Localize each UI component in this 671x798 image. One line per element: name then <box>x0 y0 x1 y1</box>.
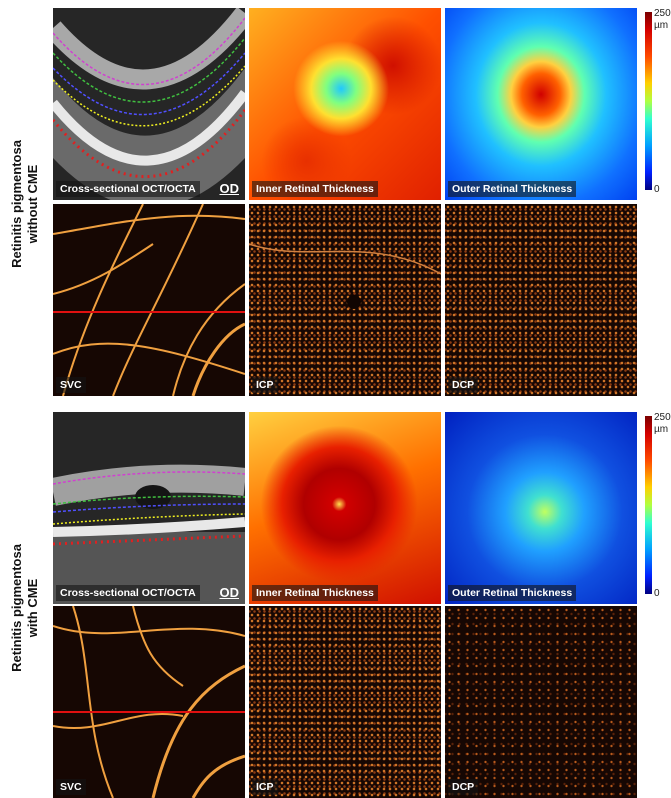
colorbar-max: 250 <box>654 8 671 19</box>
svc-image <box>53 204 245 396</box>
colorbar <box>645 12 652 190</box>
oct-image <box>53 8 245 200</box>
inner-thickness-map: Inner Retinal Thickness <box>249 8 441 200</box>
icp-panel: ICP <box>249 204 441 396</box>
eye-label: OD <box>220 585 240 600</box>
label-line: without CME <box>25 140 41 268</box>
colorbar-unit: µm <box>654 20 668 31</box>
panel-label: Outer Retinal Thickness <box>448 181 576 197</box>
figure: Retinitis pigmentosa without CME Cross-s… <box>0 0 671 798</box>
panel-label: Cross-sectional OCT/OCTA <box>56 181 200 197</box>
oct-panel: Cross-sectional OCT/OCTA OD <box>53 412 245 604</box>
panel-label: SVC <box>56 377 86 393</box>
row-label: Retinitis pigmentosa without CME <box>0 8 50 400</box>
panel-label: DCP <box>448 377 478 393</box>
panel-label: Outer Retinal Thickness <box>448 585 576 601</box>
panel-label: Inner Retinal Thickness <box>252 585 378 601</box>
outer-thickness-map: Outer Retinal Thickness <box>445 412 637 604</box>
eye-label: OD <box>220 181 240 196</box>
group: Retinitis pigmentosa without CME Cross-s… <box>0 8 671 400</box>
panel-label: Inner Retinal Thickness <box>252 181 378 197</box>
label-line: Retinitis pigmentosa <box>9 140 25 268</box>
colorbar-unit: µm <box>654 424 668 435</box>
group: Retinitis pigmentosa with CME Cross-sect… <box>0 412 671 798</box>
oct-image <box>53 412 245 604</box>
inner-thickness-map: Inner Retinal Thickness <box>249 412 441 604</box>
panel-label: DCP <box>448 779 478 795</box>
panel-label: ICP <box>252 377 278 393</box>
panel-label: Cross-sectional OCT/OCTA <box>56 585 200 601</box>
row-label-text: Retinitis pigmentosa without CME <box>9 140 41 268</box>
label-line: Retinitis pigmentosa <box>9 544 25 672</box>
colorbar-min: 0 <box>654 184 660 195</box>
colorbar-min: 0 <box>654 588 660 599</box>
svc-panel: SVC <box>53 606 245 798</box>
panel-label: SVC <box>56 779 86 795</box>
icp-image <box>249 204 441 396</box>
colorbar <box>645 416 652 594</box>
svc-panel: SVC <box>53 204 245 396</box>
label-line: with CME <box>25 544 41 672</box>
oct-panel: Cross-sectional OCT/OCTA OD <box>53 8 245 200</box>
row-label: Retinitis pigmentosa with CME <box>0 412 50 798</box>
dcp-panel: DCP <box>445 606 637 798</box>
row-label-text: Retinitis pigmentosa with CME <box>9 544 41 672</box>
icp-panel: ICP <box>249 606 441 798</box>
panel-label: ICP <box>252 779 278 795</box>
dcp-panel: DCP <box>445 204 637 396</box>
colorbar-max: 250 <box>654 412 671 423</box>
outer-thickness-map: Outer Retinal Thickness <box>445 8 637 200</box>
svc-image <box>53 606 245 798</box>
